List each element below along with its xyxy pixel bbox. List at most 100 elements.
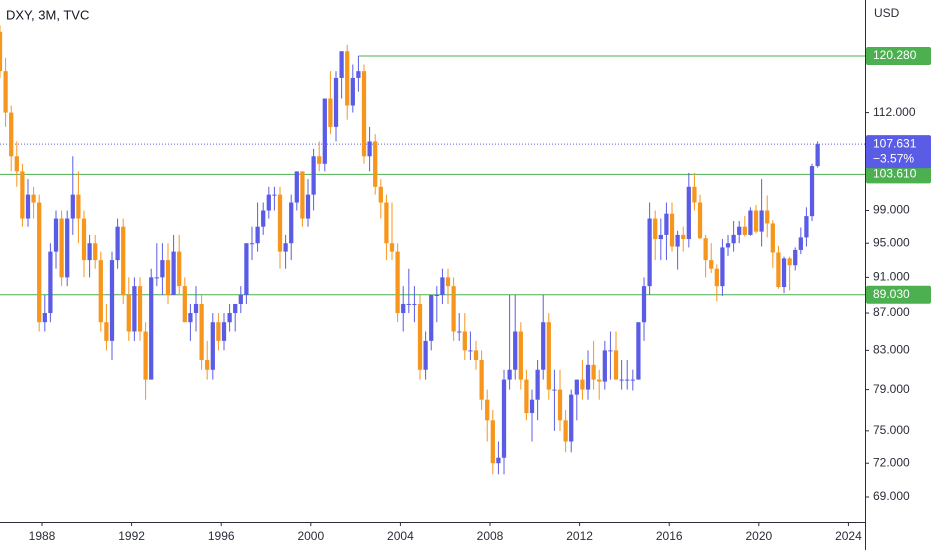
candle-body	[233, 303, 238, 314]
candle-body	[165, 260, 171, 295]
candle-body	[31, 194, 36, 203]
candle-body	[93, 243, 98, 261]
candle-body	[815, 144, 820, 167]
candle-body	[104, 322, 109, 341]
candle-body	[563, 420, 568, 442]
y-tick-label: 87.000	[873, 305, 910, 319]
candle-body	[59, 218, 64, 278]
candle-body	[361, 71, 367, 157]
y-tick-label: 79.000	[873, 382, 910, 396]
candle-body	[177, 251, 182, 287]
candle-body	[20, 171, 25, 219]
candle-body	[714, 268, 719, 287]
y-tick-label: 69.000	[873, 489, 910, 503]
candle-body	[490, 420, 495, 464]
level-price-box	[866, 285, 931, 304]
candle-body	[636, 322, 641, 380]
candle-body	[3, 71, 8, 113]
candle-body	[221, 322, 227, 341]
candle-body	[238, 294, 243, 304]
candle-body	[507, 369, 512, 380]
candle-body	[9, 112, 14, 157]
level-price-label: 103.610	[873, 167, 917, 181]
y-tick-label: 72.000	[873, 455, 910, 469]
candle-body	[255, 226, 260, 244]
candle-body	[272, 194, 277, 196]
candle-body	[557, 389, 563, 421]
candle-body	[98, 260, 103, 323]
candle-body	[513, 331, 518, 370]
candle-body	[205, 360, 210, 370]
candle-body	[434, 294, 439, 296]
candle-body	[731, 234, 736, 244]
candle-body	[440, 277, 445, 295]
candle-body	[277, 194, 283, 252]
y-tick-label: 112.000	[873, 105, 916, 119]
candle-body	[115, 226, 120, 261]
candle-body	[485, 399, 490, 421]
candle-body	[328, 98, 333, 127]
candle-body	[25, 194, 31, 219]
level-price-label: 89.030	[873, 287, 910, 301]
candle-body	[793, 249, 798, 266]
candle-body	[210, 322, 215, 370]
last-price-label: 107.631	[873, 136, 917, 150]
candle-body	[541, 322, 546, 370]
candle-body	[367, 141, 372, 157]
candle-body	[742, 226, 747, 235]
candle-body	[423, 340, 428, 370]
x-tick-label: 2008	[477, 529, 504, 543]
candle-body	[429, 294, 434, 341]
candle-body	[809, 166, 815, 217]
candle-body	[675, 234, 680, 247]
candle-body	[765, 210, 770, 224]
candle-body	[748, 210, 753, 235]
candle-body	[781, 258, 787, 288]
candle-body	[776, 252, 781, 288]
candle-body	[149, 277, 154, 380]
candle-body	[753, 210, 759, 232]
candle-body	[496, 457, 501, 464]
x-tick-label: 2020	[745, 529, 772, 543]
candle-body	[602, 350, 607, 382]
candle-body	[132, 286, 137, 332]
candle-body	[373, 141, 378, 187]
candle-body	[703, 238, 708, 261]
level-price-box	[866, 165, 931, 184]
x-tick-label: 1988	[29, 529, 56, 543]
candle-body	[787, 258, 792, 266]
x-tick-label: 1996	[208, 529, 235, 543]
candle-body	[720, 247, 725, 287]
candle-body	[171, 251, 176, 295]
x-tick-label: 2000	[297, 529, 324, 543]
x-tick-label: 2024	[835, 529, 862, 543]
candle-body	[524, 379, 529, 414]
candle-body	[641, 286, 647, 323]
candle-body	[759, 210, 764, 232]
candle-body	[143, 331, 148, 380]
candle-body	[417, 303, 423, 370]
candle-body	[535, 369, 540, 400]
level-price-label: 120.280	[873, 48, 917, 62]
candle-body	[686, 186, 691, 240]
candle-body	[193, 303, 199, 314]
candle-body	[160, 260, 165, 278]
candle-body	[619, 379, 624, 381]
candle-body	[378, 186, 383, 203]
candle-body	[529, 399, 535, 414]
candle-body	[669, 213, 675, 247]
candle-body	[389, 243, 395, 252]
candle-body	[289, 202, 294, 244]
candle-body	[569, 394, 574, 442]
candle-body	[311, 156, 316, 195]
candle-body	[804, 216, 809, 238]
candle-body	[76, 194, 81, 219]
candle-body	[457, 331, 462, 333]
candle-body	[412, 303, 417, 305]
candle-body	[0, 31, 3, 72]
candle-body	[725, 243, 731, 248]
candle-body	[70, 194, 75, 219]
candle-body	[356, 71, 361, 78]
